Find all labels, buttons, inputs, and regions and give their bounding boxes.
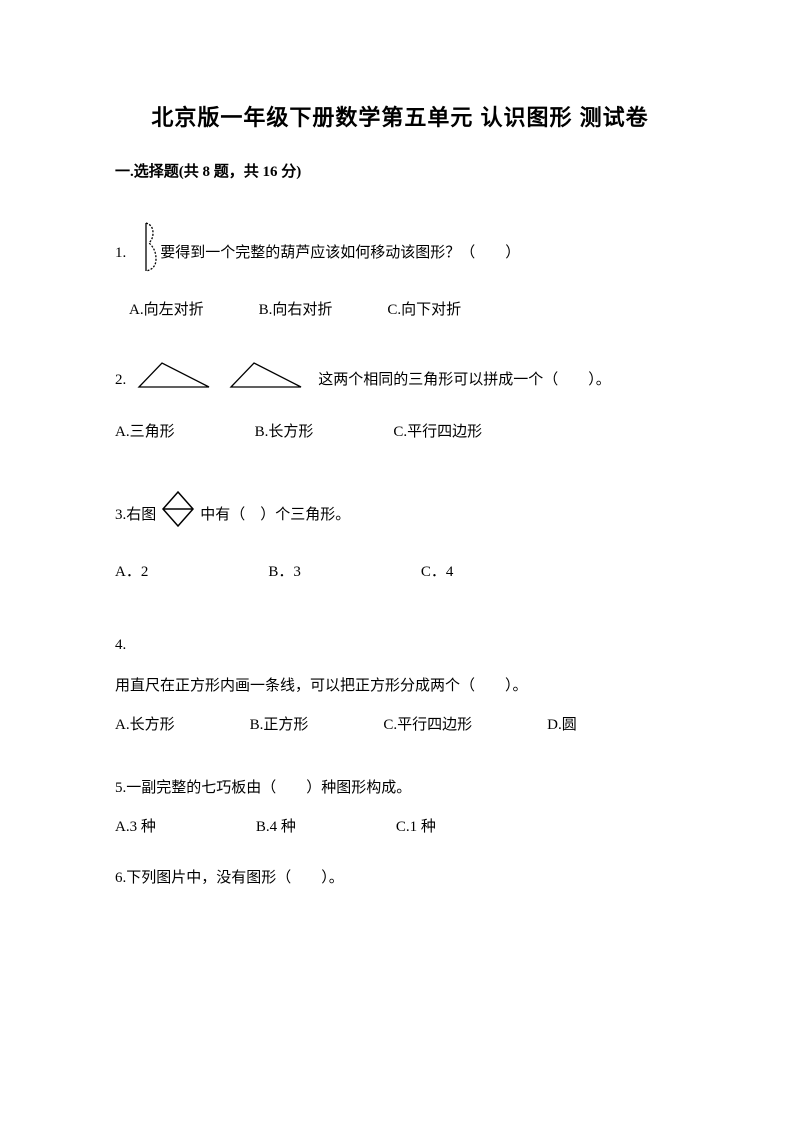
q3-option-a: A．2 xyxy=(115,556,148,589)
q1-text: 要得到一个完整的葫芦应该如何移动该图形？（ ） xyxy=(160,237,520,270)
q2-option-c: C.平行四边形 xyxy=(393,416,482,449)
q4-option-b: B.正方形 xyxy=(250,709,309,742)
q3-text: 中有（ ）个三角形。 xyxy=(200,499,350,532)
question-6: 6.下列图片中，没有图形（ ）。 xyxy=(115,862,685,895)
question-1: 1. 要得到一个完整的葫芦应该如何移动该图形？（ ） A.向左对折 B.向右对折… xyxy=(115,219,685,327)
q3-num: 3.右图 xyxy=(115,499,156,532)
q5-option-b: B.4 种 xyxy=(256,811,296,844)
q5-option-a: A.3 种 xyxy=(115,811,156,844)
triangle-icon-1 xyxy=(134,357,214,404)
q3-option-b: B．3 xyxy=(268,556,301,589)
q5-option-c: C.1 种 xyxy=(396,811,436,844)
q4-text: 用直尺在正方形内画一条线，可以把正方形分成两个（ ）。 xyxy=(115,670,685,703)
q4-option-d: D.圆 xyxy=(547,709,577,742)
question-4: 4. 用直尺在正方形内画一条线，可以把正方形分成两个（ ）。 A.长方形 B.正… xyxy=(115,629,685,742)
q2-num: 2. xyxy=(115,364,126,397)
question-5: 5.一副完整的七巧板由（ ）种图形构成。 A.3 种 B.4 种 C.1 种 xyxy=(115,772,685,844)
triangle-icon-2 xyxy=(226,357,306,404)
question-2: 2. 这两个相同的三角形可以拼成一个（ ）。 A.三角形 B.长方形 C.平行四… xyxy=(115,357,685,449)
q5-options: A.3 种 B.4 种 C.1 种 xyxy=(115,811,685,844)
question-3: 3.右图 中有（ ）个三角形。 A．2 B．3 C．4 xyxy=(115,489,685,589)
q1-option-a: A.向左对折 xyxy=(129,294,204,327)
page-title: 北京版一年级下册数学第五单元 认识图形 测试卷 xyxy=(115,100,685,132)
question-2-row: 2. 这两个相同的三角形可以拼成一个（ ）。 xyxy=(115,357,685,404)
q4-option-c: C.平行四边形 xyxy=(383,709,472,742)
q4-num: 4. xyxy=(115,629,685,662)
q5-text: 5.一副完整的七巧板由（ ）种图形构成。 xyxy=(115,772,685,805)
question-3-row: 3.右图 中有（ ）个三角形。 xyxy=(115,489,685,542)
section-header: 一.选择题(共 8 题，共 16 分) xyxy=(115,160,685,181)
q1-num: 1. xyxy=(115,237,126,270)
q3-option-c: C．4 xyxy=(421,556,454,589)
q1-option-c: C.向下对折 xyxy=(387,294,461,327)
diamond-icon xyxy=(160,489,196,542)
q2-options: A.三角形 B.长方形 C.平行四边形 xyxy=(115,416,685,449)
q4-option-a: A.长方形 xyxy=(115,709,175,742)
q1-option-b: B.向右对折 xyxy=(259,294,333,327)
q2-text: 这两个相同的三角形可以拼成一个（ ）。 xyxy=(318,364,611,397)
q2-option-b: B.长方形 xyxy=(255,416,314,449)
question-1-row: 1. 要得到一个完整的葫芦应该如何移动该图形？（ ） xyxy=(115,219,685,288)
q6-text: 6.下列图片中，没有图形（ ）。 xyxy=(115,862,685,895)
q2-option-a: A.三角形 xyxy=(115,416,175,449)
gourd-half-icon xyxy=(126,219,160,288)
q3-options: A．2 B．3 C．4 xyxy=(115,556,685,589)
q4-options: A.长方形 B.正方形 C.平行四边形 D.圆 xyxy=(115,709,685,742)
q1-options: A.向左对折 B.向右对折 C.向下对折 xyxy=(129,294,685,327)
